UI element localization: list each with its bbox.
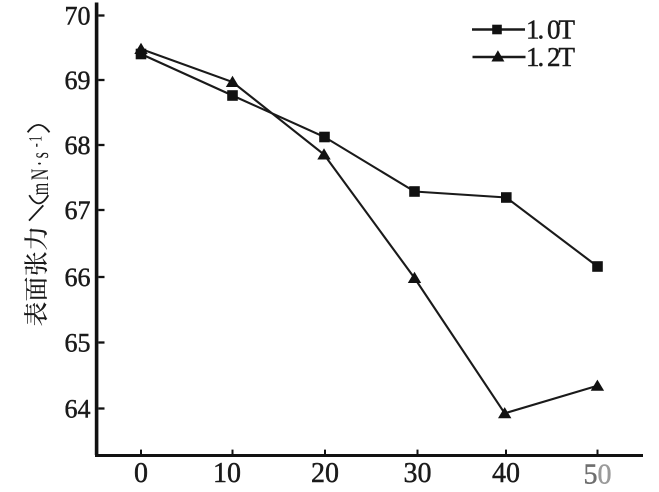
svg-text:20: 20	[311, 458, 339, 489]
svg-text:30: 30	[404, 458, 432, 489]
svg-text:65: 65	[65, 329, 91, 358]
svg-text:10: 10	[213, 458, 241, 489]
svg-text:40: 40	[492, 458, 520, 489]
svg-text:69: 69	[65, 66, 91, 95]
svg-text:70: 70	[65, 2, 91, 31]
svg-text:1. 0T: 1. 0T	[526, 15, 576, 45]
svg-text:1. 2T: 1. 2T	[526, 42, 576, 72]
svg-text:mN·s: mN·s	[25, 150, 54, 196]
svg-text:0: 0	[134, 458, 148, 489]
svg-text:66: 66	[65, 263, 91, 292]
svg-text:-1: -1	[26, 134, 46, 147]
svg-text:67: 67	[65, 196, 91, 225]
svg-text:68: 68	[65, 131, 91, 160]
svg-text:50: 50	[584, 460, 612, 491]
svg-text:64: 64	[65, 395, 91, 424]
